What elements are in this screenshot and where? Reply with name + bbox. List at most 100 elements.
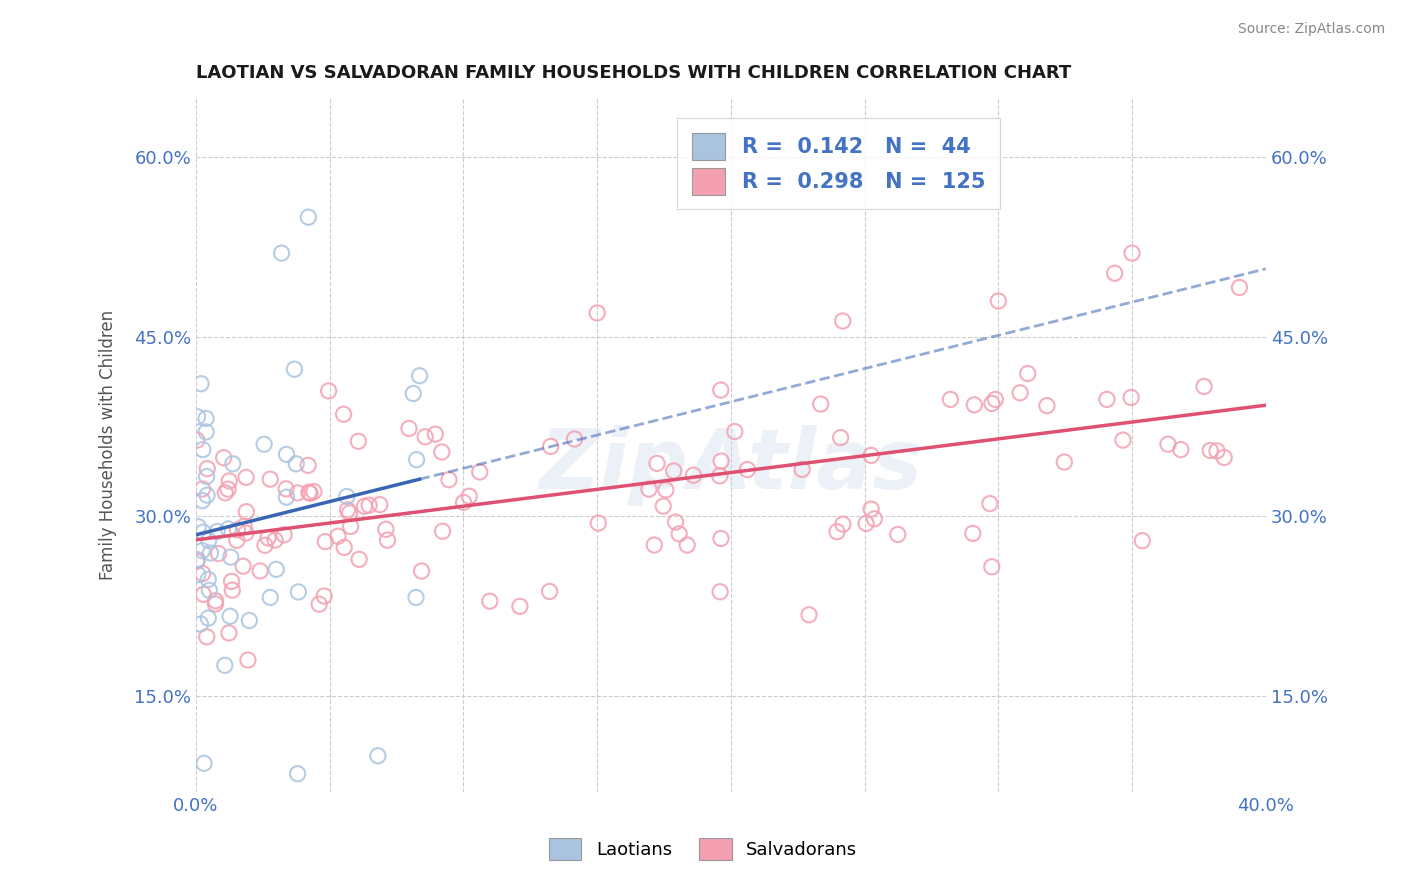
Point	[207, 547, 229, 561]
Point	[191, 482, 214, 496]
Point	[810, 397, 832, 411]
Point	[1170, 442, 1192, 457]
Point	[987, 293, 1010, 308]
Point	[1010, 385, 1032, 400]
Point	[186, 433, 208, 447]
Point	[195, 469, 218, 483]
Point	[430, 445, 453, 459]
Y-axis label: Family Households with Children: Family Households with Children	[100, 310, 117, 580]
Point	[336, 490, 359, 504]
Point	[1053, 455, 1076, 469]
Point	[308, 597, 330, 611]
Point	[860, 449, 883, 463]
Point	[1095, 392, 1118, 407]
Point	[458, 489, 481, 503]
Point	[1104, 266, 1126, 280]
Point	[655, 483, 678, 497]
Point	[253, 538, 276, 552]
Point	[259, 472, 281, 486]
Point	[212, 450, 235, 465]
Point	[405, 452, 427, 467]
Point	[187, 567, 209, 582]
Point	[297, 458, 319, 473]
Point	[221, 574, 243, 589]
Point	[253, 437, 276, 451]
Point	[709, 468, 731, 483]
Point	[197, 611, 219, 625]
Point	[980, 396, 1002, 410]
Text: ZipAtlas: ZipAtlas	[540, 425, 922, 506]
Point	[197, 533, 219, 548]
Point	[191, 543, 214, 558]
Point	[408, 368, 430, 383]
Point	[709, 584, 731, 599]
Point	[297, 210, 319, 224]
Point	[347, 552, 370, 566]
Point	[249, 564, 271, 578]
Point	[264, 562, 287, 576]
Point	[198, 583, 221, 598]
Point	[336, 503, 359, 517]
Point	[232, 559, 254, 574]
Point	[339, 519, 361, 533]
Point	[235, 526, 257, 541]
Point	[710, 383, 733, 397]
Point	[797, 607, 820, 622]
Point	[1036, 399, 1059, 413]
Point	[405, 591, 427, 605]
Point	[287, 766, 309, 780]
Point	[368, 498, 391, 512]
Point	[326, 529, 349, 543]
Point	[195, 461, 218, 475]
Point	[737, 462, 759, 476]
Point	[1017, 367, 1039, 381]
Point	[979, 497, 1001, 511]
Point	[468, 465, 491, 479]
Point	[333, 541, 356, 555]
Point	[1206, 444, 1229, 458]
Point	[314, 534, 336, 549]
Legend: R =  0.142   N =  44, R =  0.298   N =  125: R = 0.142 N = 44, R = 0.298 N = 125	[678, 119, 1000, 210]
Point	[273, 528, 295, 542]
Point	[682, 468, 704, 483]
Point	[195, 630, 218, 644]
Point	[586, 306, 609, 320]
Point	[668, 527, 690, 541]
Point	[645, 457, 668, 471]
Point	[962, 526, 984, 541]
Point	[984, 392, 1007, 407]
Point	[214, 485, 236, 500]
Point	[665, 515, 688, 529]
Point	[887, 527, 910, 541]
Point	[662, 464, 685, 478]
Point	[676, 538, 699, 552]
Point	[1229, 280, 1251, 294]
Point	[233, 519, 256, 533]
Point	[264, 533, 287, 547]
Point	[219, 550, 242, 565]
Point	[347, 434, 370, 449]
Point	[235, 470, 257, 484]
Point	[214, 658, 236, 673]
Point	[1112, 433, 1135, 447]
Point	[236, 653, 259, 667]
Point	[193, 587, 215, 601]
Point	[226, 523, 249, 537]
Point	[332, 407, 354, 421]
Point	[855, 516, 877, 531]
Point	[204, 593, 226, 607]
Point	[187, 519, 209, 533]
Point	[540, 439, 562, 453]
Point	[588, 516, 610, 530]
Point	[217, 522, 239, 536]
Point	[377, 533, 399, 548]
Point	[710, 454, 733, 468]
Point	[235, 505, 257, 519]
Point	[195, 425, 218, 439]
Point	[402, 386, 425, 401]
Point	[963, 398, 986, 412]
Point	[1121, 391, 1143, 405]
Point	[259, 591, 281, 605]
Point	[218, 474, 240, 488]
Point	[197, 573, 219, 587]
